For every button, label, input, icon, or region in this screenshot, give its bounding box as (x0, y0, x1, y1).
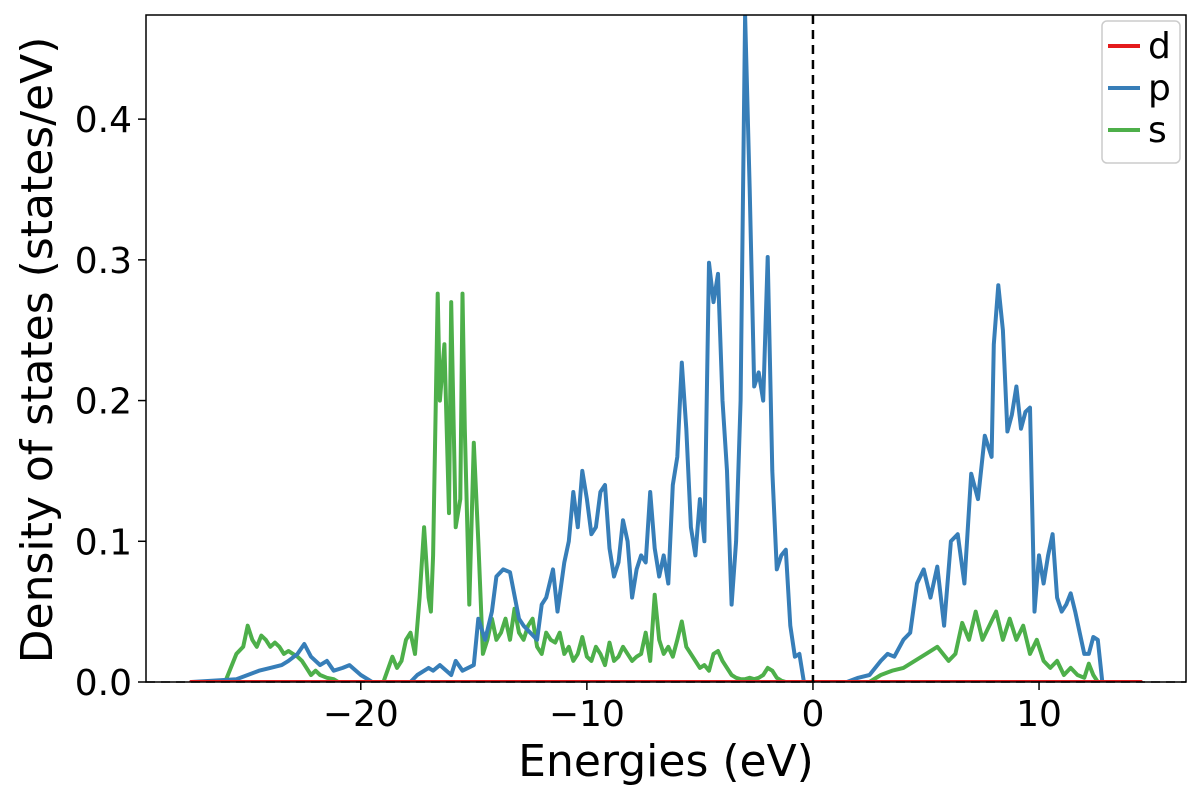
y-axis-title: Density of states (states/eV) (12, 37, 63, 664)
plot-area (189, 15, 1143, 682)
legend-label-s: s (1148, 110, 1167, 151)
series-line-p (189, 15, 1143, 682)
y-tick-label: 0.3 (75, 241, 132, 282)
x-axis-ticks: −20 −10 0 10 (323, 682, 1062, 735)
y-tick-label: 0.2 (75, 382, 132, 423)
y-tick-label: 0.4 (75, 100, 132, 141)
legend: dps (1101, 20, 1181, 164)
x-tick-label: 0 (802, 694, 825, 735)
y-tick-label: 0.1 (75, 522, 132, 563)
y-tick-label: 0.0 (75, 663, 132, 704)
series-line-s (189, 291, 1143, 682)
legend-box (1101, 20, 1181, 164)
x-tick-label: 10 (1016, 694, 1062, 735)
legend-label-p: p (1148, 68, 1171, 109)
x-tick-label: −10 (549, 694, 625, 735)
series-layer (189, 15, 1143, 682)
plot-frame (145, 14, 1187, 683)
x-tick-label: −20 (323, 694, 399, 735)
y-axis-ticks: 0.0 0.1 0.2 0.3 0.4 (75, 100, 146, 704)
x-axis-title: Energies (eV) (518, 736, 814, 787)
legend-label-d: d (1148, 26, 1171, 67)
